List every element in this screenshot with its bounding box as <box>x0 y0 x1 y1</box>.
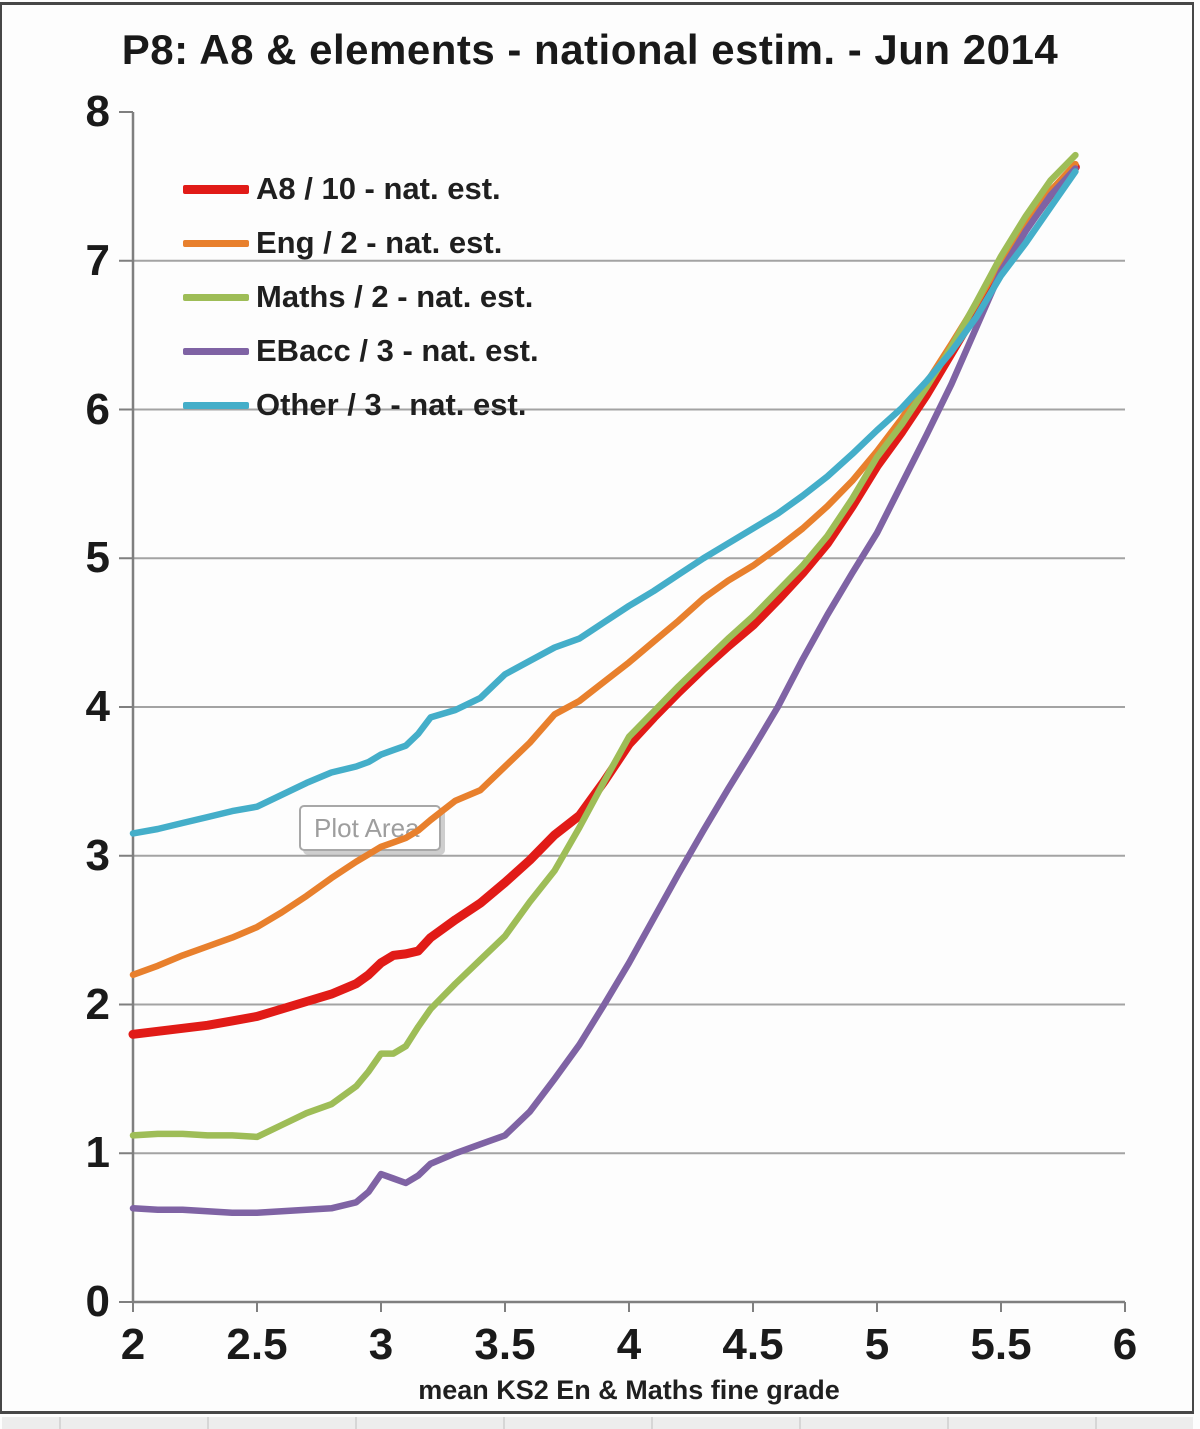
plot-area-tooltip: Plot Area <box>299 805 441 851</box>
spreadsheet-row-strip <box>2 1417 1193 1429</box>
legend-label: EBacc / 3 - nat. est. <box>256 333 539 368</box>
legend-item-1[interactable]: A8 / 10 - nat. est. <box>183 162 539 216</box>
legend-label: Other / 3 - nat. est. <box>256 387 527 422</box>
legend-item-3[interactable]: Maths / 2 - nat. est. <box>183 270 539 324</box>
legend-line-swatch <box>183 184 249 194</box>
cell-border <box>651 1417 653 1429</box>
cell-border <box>1095 1417 1097 1429</box>
x-tick-label-6: 6 <box>1112 1320 1138 1369</box>
x-tick-label-2: 2 <box>120 1320 146 1369</box>
cell-border <box>207 1417 209 1429</box>
x-tick-label-5.5: 5.5 <box>970 1320 1032 1369</box>
x-axis-title[interactable]: mean KS2 En & Maths fine grade <box>418 1375 840 1405</box>
cell-border <box>503 1417 505 1429</box>
legend-label: A8 / 10 - nat. est. <box>256 171 501 206</box>
x-tick-label-4.5: 4.5 <box>722 1320 784 1369</box>
legend-label: Eng / 2 - nat. est. <box>256 225 503 260</box>
y-tick-label-6: 6 <box>85 384 110 434</box>
legend-label: Maths / 2 - nat. est. <box>256 279 534 314</box>
x-tick-label-5: 5 <box>864 1320 890 1369</box>
y-tick-label-3: 3 <box>85 830 110 880</box>
plot-area-tooltip-text: Plot Area <box>314 813 420 843</box>
cell-border <box>355 1417 357 1429</box>
y-tick-label-0: 0 <box>85 1277 110 1326</box>
y-tick-label-7: 7 <box>85 235 110 285</box>
x-tick-label-3: 3 <box>368 1320 394 1369</box>
y-tick-label-8: 8 <box>85 87 110 136</box>
cell-border <box>947 1417 949 1429</box>
legend-line-swatch <box>183 401 249 409</box>
x-tick-label-3.5: 3.5 <box>474 1320 536 1369</box>
legend-line-swatch <box>183 239 249 247</box>
legend-item-4[interactable]: EBacc / 3 - nat. est. <box>183 324 539 378</box>
y-tick-label-2: 2 <box>85 979 110 1029</box>
x-tick-label-2.5: 2.5 <box>226 1320 288 1369</box>
chart-legend[interactable]: A8 / 10 - nat. est. Eng / 2 - nat. est. Ma… <box>183 162 539 432</box>
chart-title[interactable]: P8: A8 & elements - national estim. - Ju… <box>121 26 1059 73</box>
x-tick-label-4: 4 <box>616 1320 642 1369</box>
cell-border <box>59 1417 61 1429</box>
legend-line-swatch <box>183 347 249 355</box>
legend-item-5[interactable]: Other / 3 - nat. est. <box>183 378 539 432</box>
legend-item-2[interactable]: Eng / 2 - nat. est. <box>183 216 539 270</box>
legend-line-swatch <box>183 293 249 301</box>
y-tick-label-4: 4 <box>85 682 110 731</box>
y-tick-label-5: 5 <box>85 533 110 583</box>
y-tick-label-1: 1 <box>85 1128 110 1178</box>
cell-border <box>799 1417 801 1429</box>
